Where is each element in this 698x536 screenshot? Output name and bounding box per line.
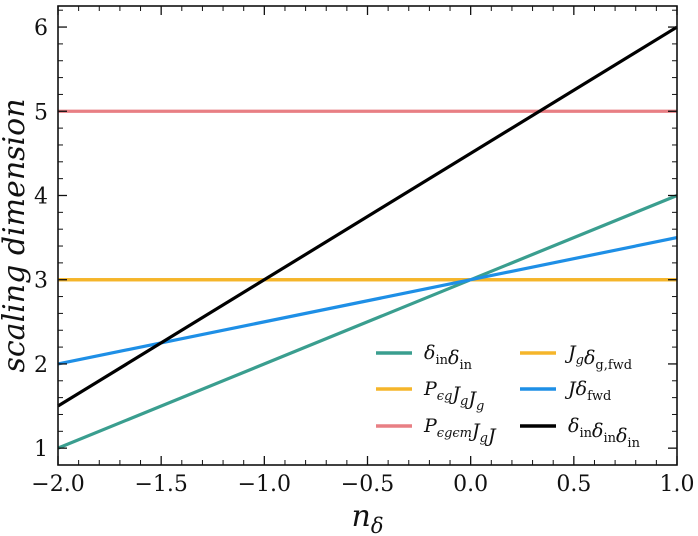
- x-tick-label: −0.5: [341, 472, 394, 497]
- series-line-6: [57, 25, 678, 408]
- x-tick-label: −1.0: [238, 472, 291, 497]
- series-layer: [57, 25, 678, 450]
- y-tick-label: 3: [34, 269, 48, 294]
- series-line-5: [57, 236, 678, 366]
- x-tick-label: −2.0: [31, 472, 84, 497]
- x-tick-label: 1.0: [660, 472, 695, 497]
- legend-label-1: δinδin: [424, 342, 473, 373]
- y-tick-label: 4: [34, 184, 48, 209]
- x-tick-label: −1.5: [134, 472, 187, 497]
- tick-labels: −2.0 −1.5 −1.0 −0.5 0.0 0.5 1.0 1 2 3 4 5 6: [31, 16, 694, 497]
- legend-label-5: Jδfwd: [564, 378, 611, 404]
- legend-label-4: Jgδg,fwd: [564, 342, 632, 373]
- y-tick-label: 2: [34, 353, 48, 378]
- series-line-1: [57, 194, 678, 450]
- x-axis-title: nδ: [352, 499, 384, 536]
- legend-label-6: δinδinδin: [568, 415, 641, 451]
- y-tick-label: 5: [34, 100, 48, 125]
- legend-label-2: PϵgJgJg: [423, 378, 484, 414]
- y-tick-label: 1: [34, 437, 48, 462]
- x-tick-label: 0.0: [453, 472, 488, 497]
- y-axis-title: scaling dimension: [0, 98, 32, 372]
- y-tick-label: 6: [34, 16, 48, 41]
- legend-label-3: PϵgϵmJgJ: [423, 415, 497, 447]
- ticks-layer: [57, 6, 678, 465]
- x-tick-label: 0.5: [556, 472, 591, 497]
